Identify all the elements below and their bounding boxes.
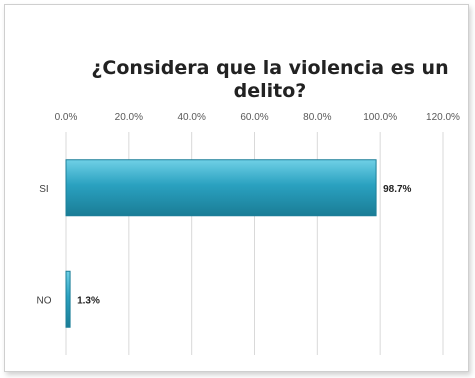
bar-si	[65, 159, 377, 217]
category-label-no: NO	[37, 295, 52, 306]
bar-no	[65, 270, 71, 328]
x-tick-label: 0.0%	[55, 112, 78, 123]
data-label-no: 1.3%	[77, 295, 100, 306]
x-tick-label: 120.0%	[426, 112, 460, 123]
category-label-si: SI	[39, 184, 48, 195]
bars	[65, 159, 377, 328]
x-tick-label: 20.0%	[115, 112, 143, 123]
chart-title: ¿Considera que la violencia es un delito…	[91, 57, 448, 102]
x-tick-label: 60.0%	[240, 112, 268, 123]
data-label-si: 98.7%	[383, 184, 411, 195]
chart-title-line-2: delito?	[234, 80, 307, 102]
x-tick-label: 40.0%	[177, 112, 205, 123]
chart-title-line-1: ¿Considera que la violencia es un	[91, 57, 448, 79]
x-axis-tick-labels: 0.0% 20.0% 40.0% 60.0% 80.0% 100.0% 120.0%	[55, 112, 460, 123]
x-tick-label: 100.0%	[363, 112, 397, 123]
x-tick-label: 80.0%	[303, 112, 331, 123]
category-labels: SI NO	[37, 184, 52, 307]
data-labels: 98.7% 1.3%	[77, 184, 411, 307]
